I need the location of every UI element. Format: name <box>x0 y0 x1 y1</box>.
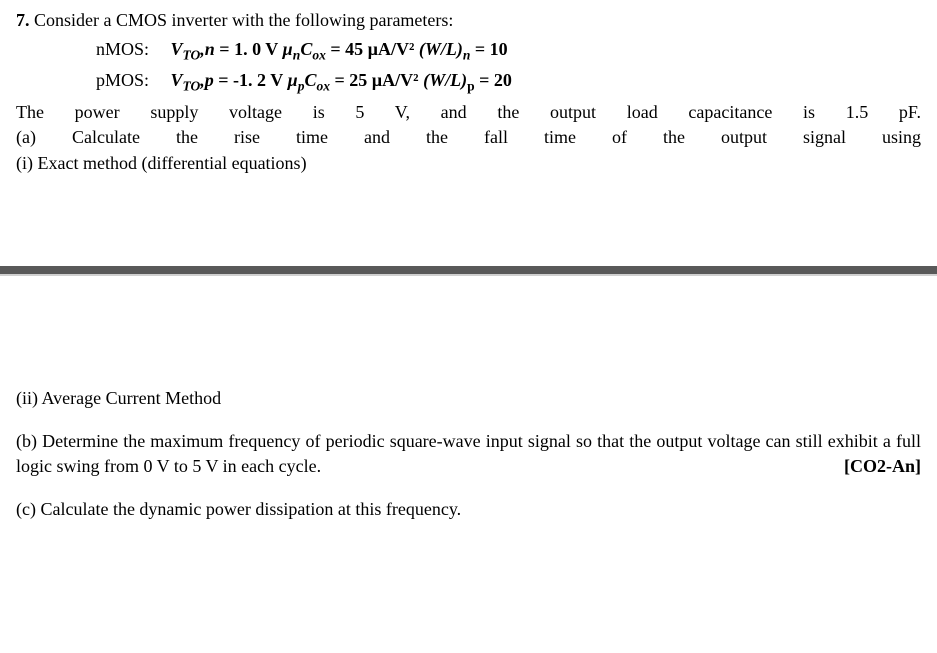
nmos-label: nMOS: <box>96 39 166 60</box>
pmos-label: pMOS: <box>96 70 166 91</box>
part-b-text: (b) Determine the maximum frequency of p… <box>16 431 921 476</box>
nmos-params: nMOS: VTO,n = 1. 0 V µnCox = 45 µA/V² (W… <box>96 39 921 64</box>
question-intro-text: Consider a CMOS inverter with the follow… <box>34 10 453 30</box>
nmos-values: VTO,n = 1. 0 V µnCox = 45 µA/V² (W/L)n =… <box>171 39 508 59</box>
body-line-2: (a) Calculate the rise time and the fall… <box>16 125 921 150</box>
problem-body: The power supply voltage is 5 V, and the… <box>16 100 921 176</box>
co-tag: [CO2-An] <box>844 454 921 479</box>
pmos-values: VTO,p = -1. 2 V µpCox = 25 µA/V² (W/L)p … <box>171 70 512 90</box>
question-number: 7. <box>16 10 30 30</box>
part-b: (b) Determine the maximum frequency of p… <box>16 429 921 479</box>
part-ii: (ii) Average Current Method <box>16 386 921 411</box>
page-divider <box>0 266 937 276</box>
part-c: (c) Calculate the dynamic power dissipat… <box>16 497 921 522</box>
question-intro: 7. Consider a CMOS inverter with the fol… <box>16 10 921 31</box>
body-line-1: The power supply voltage is 5 V, and the… <box>16 100 921 125</box>
pmos-params: pMOS: VTO,p = -1. 2 V µpCox = 25 µA/V² (… <box>96 70 921 95</box>
body-line-3: (i) Exact method (differential equations… <box>16 151 921 176</box>
